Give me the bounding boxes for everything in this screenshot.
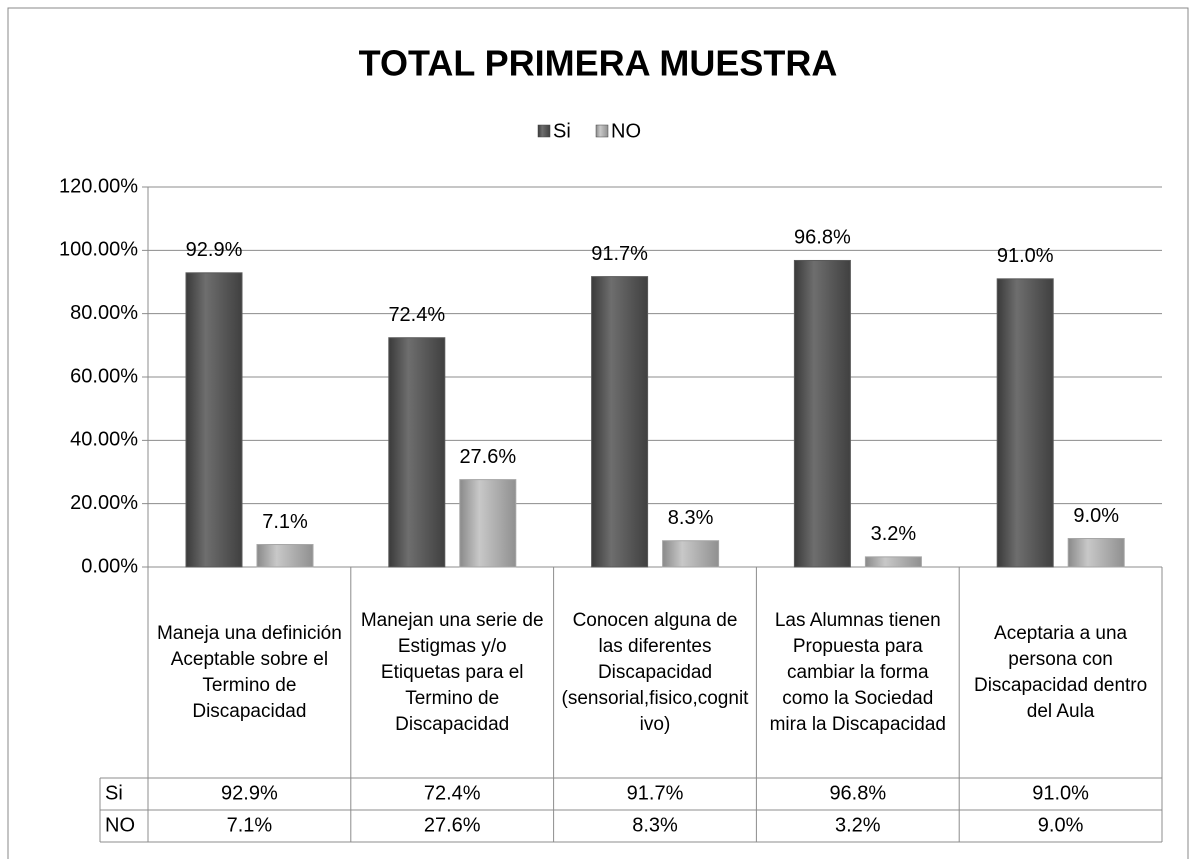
bar [388, 337, 446, 568]
chart-title: TOTAL PRIMERA MUESTRA [359, 43, 838, 84]
category-label: Maneja una definición Aceptable sobre el… [156, 622, 342, 722]
bar [793, 259, 851, 568]
data-label: 8.3% [668, 507, 714, 529]
table-value: 92.9% [221, 782, 278, 804]
category-label: Manejan una serie de Estigmas y/o Etique… [360, 609, 544, 735]
y-tick-label: 80.00% [70, 302, 138, 324]
bar [256, 544, 314, 568]
table-value: 9.0% [1038, 814, 1084, 836]
data-label: 91.7% [591, 243, 648, 265]
table-row-header: Si [105, 782, 123, 804]
bar [185, 272, 243, 568]
legend-swatch [537, 124, 551, 138]
data-label: 9.0% [1073, 505, 1119, 527]
legend-label: Si [553, 120, 571, 142]
y-tick-label: 40.00% [70, 429, 138, 451]
table-value: 96.8% [829, 782, 886, 804]
data-label: 92.9% [186, 239, 243, 261]
legend-swatch [595, 124, 609, 138]
data-label: 96.8% [794, 227, 851, 249]
table-row-header: NO [105, 814, 135, 836]
category-label: Las Alumnas tienen Propuesta para cambia… [769, 609, 946, 735]
table-value: 3.2% [835, 814, 881, 836]
y-tick-label: 100.00% [59, 239, 138, 261]
data-label: 3.2% [871, 523, 917, 545]
table-value: 91.0% [1032, 782, 1089, 804]
table-value: 91.7% [627, 782, 684, 804]
category-label: Conocen alguna de las diferentes Discapa… [561, 609, 749, 735]
table-value: 7.1% [227, 814, 273, 836]
bar [1067, 538, 1125, 568]
bar [591, 276, 649, 568]
table-value: 8.3% [632, 814, 678, 836]
bar [996, 278, 1054, 568]
table-value: 27.6% [424, 814, 481, 836]
table-value: 72.4% [424, 782, 481, 804]
legend-label: NO [611, 120, 641, 142]
y-tick-label: 120.00% [59, 175, 138, 197]
bar [662, 540, 720, 568]
bar [459, 479, 517, 568]
bar [864, 556, 922, 568]
data-label: 27.6% [459, 446, 516, 468]
y-tick-label: 60.00% [70, 365, 138, 387]
data-label: 72.4% [388, 304, 445, 326]
data-label: 7.1% [262, 511, 308, 533]
data-label: 91.0% [997, 245, 1054, 267]
y-tick-label: 0.00% [81, 555, 138, 577]
category-label: Aceptaria a una persona con Discapacidad… [973, 622, 1148, 722]
y-tick-label: 20.00% [70, 492, 138, 514]
